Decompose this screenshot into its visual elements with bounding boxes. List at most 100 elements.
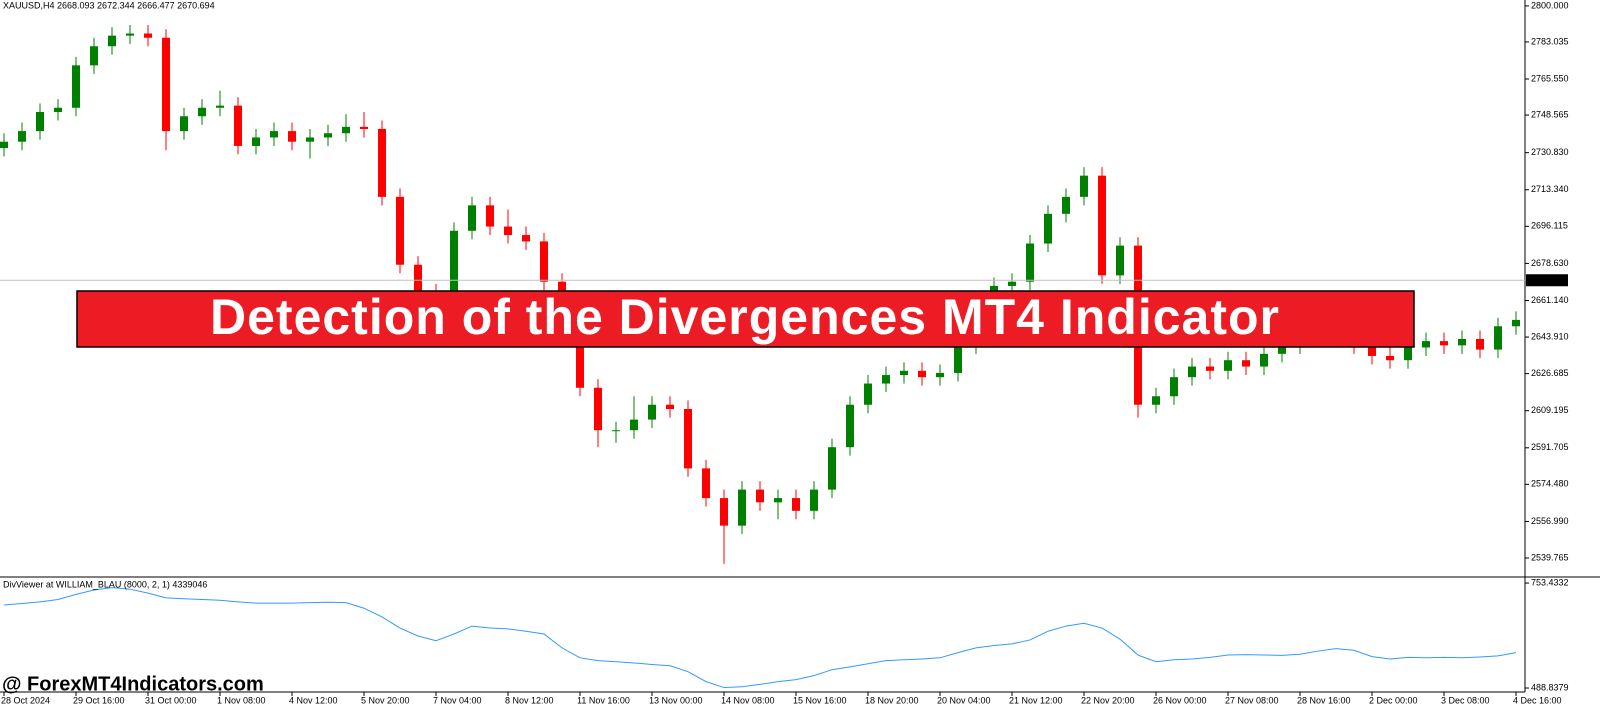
chart-title: XAUUSD,H4 2668.093 2672.344 2666.477 267… <box>3 0 215 10</box>
x-tick-label: 13 Nov 00:00 <box>649 695 703 705</box>
candle-body <box>1242 360 1250 367</box>
candle-body <box>0 141 8 149</box>
x-tick-label: 2 Dec 00:00 <box>1369 695 1418 705</box>
y-tick-label: 2556.990 <box>1531 516 1569 526</box>
y-tick-label: 488.8379 <box>1531 682 1569 692</box>
candle-body <box>1386 355 1394 361</box>
candle-body <box>162 37 170 132</box>
candle-body <box>936 372 944 378</box>
candle-body <box>108 35 116 47</box>
candle-body <box>648 404 656 420</box>
candle-body <box>1116 245 1124 276</box>
y-tick-label: 2730.830 <box>1531 147 1569 157</box>
candle-body <box>1062 196 1070 214</box>
candle-body <box>288 131 296 142</box>
candle-body <box>504 226 512 236</box>
y-tick-label: 2661.140 <box>1531 295 1569 305</box>
candle-body <box>1494 326 1502 350</box>
indicator-pane <box>3 587 1517 689</box>
y-tick-label: 753.4332 <box>1531 577 1569 587</box>
candle-body <box>1170 377 1178 397</box>
x-tick-label: 5 Nov 20:00 <box>361 695 410 705</box>
candle-body <box>414 264 422 293</box>
y-tick-label: 2800.000 <box>1531 0 1569 10</box>
candle-body <box>1260 353 1268 367</box>
candle-body <box>522 235 530 242</box>
candle-body <box>720 498 728 526</box>
x-tick-label: 18 Nov 20:00 <box>865 695 919 705</box>
indicator-line <box>3 587 1517 689</box>
candle-body <box>612 430 620 432</box>
candle-body <box>1224 360 1232 371</box>
x-tick-label: 8 Nov 12:00 <box>505 695 554 705</box>
x-tick-label: 15 Nov 16:00 <box>793 695 847 705</box>
x-tick-label: 28 Nov 16:00 <box>1297 695 1351 705</box>
candle-body <box>1008 281 1016 286</box>
candle-body <box>630 419 638 431</box>
candle-body <box>882 375 890 384</box>
candle-body <box>810 489 818 511</box>
candle-body <box>144 33 152 38</box>
candle-body <box>1080 175 1088 197</box>
y-tick-label: 2696.115 <box>1531 221 1568 231</box>
x-tick-label: 22 Nov 20:00 <box>1081 695 1135 705</box>
candle-body <box>396 196 404 265</box>
candle-body <box>1476 338 1484 350</box>
candle-body <box>756 489 764 503</box>
x-tick-label: 14 Nov 08:00 <box>721 695 775 705</box>
x-tick-label: 3 Dec 08:00 <box>1441 695 1490 705</box>
banner-box <box>76 290 1415 348</box>
candle-body <box>1404 347 1412 361</box>
last-price-box <box>1526 274 1568 287</box>
candle-body <box>1368 345 1376 356</box>
candle-body <box>1044 213 1052 244</box>
candle-body <box>360 126 368 129</box>
candle-body <box>702 468 710 499</box>
candle-body <box>180 116 188 132</box>
candle-body <box>954 345 962 373</box>
candle-body <box>450 230 458 301</box>
candle-body <box>864 383 872 405</box>
candle-body <box>468 205 476 231</box>
y-tick-label: 2574.480 <box>1531 479 1569 489</box>
x-tick-label: 29 Oct 16:00 <box>73 695 125 705</box>
x-tick-label: 1 Nov 08:00 <box>217 695 266 705</box>
y-tick-label: 2748.565 <box>1531 109 1569 119</box>
y-tick-label: 2643.910 <box>1531 331 1569 341</box>
candle-body <box>774 498 782 503</box>
candle-body <box>594 387 602 431</box>
x-tick-label: 21 Nov 12:00 <box>1009 695 1063 705</box>
y-tick-label: 2609.195 <box>1531 405 1569 415</box>
candle-body <box>1458 338 1466 346</box>
candle-body <box>216 105 224 108</box>
candle-body <box>1278 345 1286 354</box>
candle-body <box>738 489 746 526</box>
candle-body <box>342 126 350 134</box>
candle-body <box>270 131 278 138</box>
candle-body <box>828 447 836 490</box>
candle-body <box>234 105 242 146</box>
y-tick-label: 2765.550 <box>1531 73 1569 83</box>
candle-body <box>1188 366 1196 378</box>
candle-body <box>486 205 494 227</box>
candle-body <box>1206 366 1214 371</box>
candle-body <box>126 33 134 36</box>
x-tick-label: 4 Nov 12:00 <box>289 695 338 705</box>
candle-body <box>252 137 260 146</box>
candle-body <box>684 408 692 469</box>
y-tick-label: 2713.340 <box>1531 184 1569 194</box>
candle-body <box>846 404 854 448</box>
x-tick-label: 27 Nov 08:00 <box>1225 695 1279 705</box>
candle-body <box>1440 341 1448 346</box>
candle-body <box>72 65 80 108</box>
x-tick-label: 31 Oct 00:00 <box>145 695 197 705</box>
y-tick-label: 2783.035 <box>1531 36 1569 46</box>
candle-body <box>792 498 800 511</box>
candle-body <box>1098 175 1106 276</box>
candle-body <box>540 241 548 282</box>
y-tick-label: 2539.765 <box>1531 552 1569 562</box>
x-tick-label: 28 Oct 2024 <box>1 695 50 705</box>
banner-text: Detection of the Divergences MT4 Indicat… <box>210 289 1280 345</box>
candle-body <box>36 112 44 132</box>
